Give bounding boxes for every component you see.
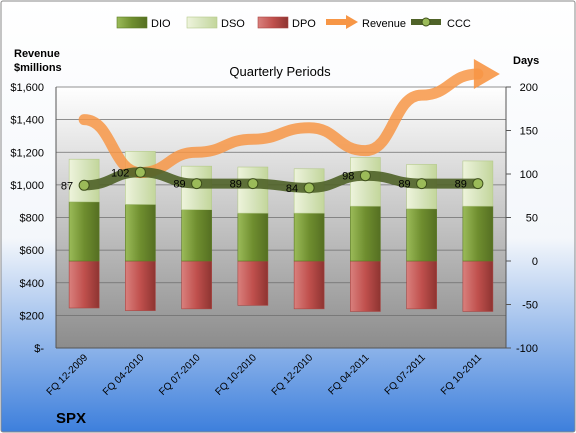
dio-bar: [125, 204, 156, 262]
right-tick-label: 150: [520, 126, 538, 138]
legend-label-dio: DIO: [151, 18, 171, 30]
dio-bar: [462, 205, 494, 262]
line-series: [78, 58, 500, 194]
left-tick-label: $1,000: [10, 180, 44, 192]
ccc-point: [472, 178, 484, 190]
legend-swatch-revenue-arrow: [346, 15, 358, 29]
dio-bar: [406, 208, 437, 262]
legend-label-dso: DSO: [221, 18, 245, 30]
dio-bar: [293, 212, 325, 262]
dpo-bar: [406, 260, 437, 310]
dpo-bar: [125, 260, 156, 311]
dpo-bar: [462, 260, 494, 312]
ccc-data-label: 87: [61, 180, 73, 192]
chart-subtitle: Quarterly Periods: [229, 64, 331, 79]
left-tick-label: $-: [34, 343, 44, 355]
legend-label-dpo: DPO: [292, 18, 316, 30]
right-tick-label: 0: [532, 256, 538, 268]
ticker-label: SPX: [56, 410, 86, 427]
ccc-data-label: 89: [455, 179, 467, 191]
ccc-point: [416, 178, 428, 190]
right-axis-title: Days: [513, 55, 539, 67]
ccc-point: [303, 182, 315, 194]
dpo-bar: [181, 260, 212, 310]
legend-swatch-ccc-dot: [421, 17, 431, 27]
revenue-arrowhead: [473, 58, 500, 89]
left-tick-label: $1,200: [10, 147, 44, 159]
ccc-data-label: 98: [342, 171, 354, 183]
right-tick-label: 50: [526, 213, 538, 225]
legend: DIO DSO DPO Revenue CCC: [116, 15, 471, 30]
ccc-point: [191, 178, 203, 190]
dio-bar: [237, 212, 269, 262]
right-axis: -100 -50 0 50 100 150 200: [505, 82, 538, 355]
right-tick-label: -50: [522, 300, 538, 312]
legend-swatch-dso: [186, 16, 218, 29]
ccc-data-labels: 87 102 89 89 84 98 89 89: [61, 167, 467, 195]
ccc-data-label: 89: [230, 179, 242, 191]
left-tick-label: $1,600: [10, 82, 44, 94]
ccc-point: [359, 170, 371, 182]
left-axis-title-line1: Revenue: [14, 48, 60, 60]
left-tick-label: $800: [20, 213, 44, 225]
ccc-data-label: 89: [398, 179, 410, 191]
legend-label-ccc: CCC: [447, 18, 471, 30]
right-tick-label: -100: [516, 343, 538, 355]
ccc-data-label: 84: [286, 183, 298, 195]
left-axis: $- $200 $400 $600 $800 $1,000 $1,200 $1,400 $1,6…: [10, 82, 57, 355]
right-tick-label: 100: [520, 169, 538, 181]
legend-swatch-dpo: [257, 16, 289, 29]
left-tick-label: $400: [20, 278, 44, 290]
ccc-data-label: 102: [111, 167, 129, 179]
dio-bar: [68, 201, 100, 262]
dpo-bar: [293, 260, 325, 310]
left-tick-label: $200: [20, 310, 44, 322]
ccc-data-label: 89: [173, 179, 185, 191]
dpo-bar: [68, 260, 100, 309]
right-tick-label: 200: [520, 82, 538, 94]
left-axis-title-line2: $millions: [14, 62, 62, 74]
ccc-point: [134, 166, 146, 178]
dio-bar: [350, 205, 381, 262]
dpo-bar: [350, 260, 381, 312]
dio-bar: [181, 209, 212, 262]
legend-label-revenue: Revenue: [362, 18, 406, 30]
legend-swatch-dio: [116, 16, 148, 29]
ccc-point: [247, 178, 259, 190]
dpo-bar: [237, 260, 269, 306]
left-tick-label: $1,400: [10, 115, 44, 127]
ccc-point: [78, 179, 90, 191]
dso-bar: [237, 166, 269, 214]
left-tick-label: $600: [20, 245, 44, 257]
dso-bar: [350, 157, 381, 207]
